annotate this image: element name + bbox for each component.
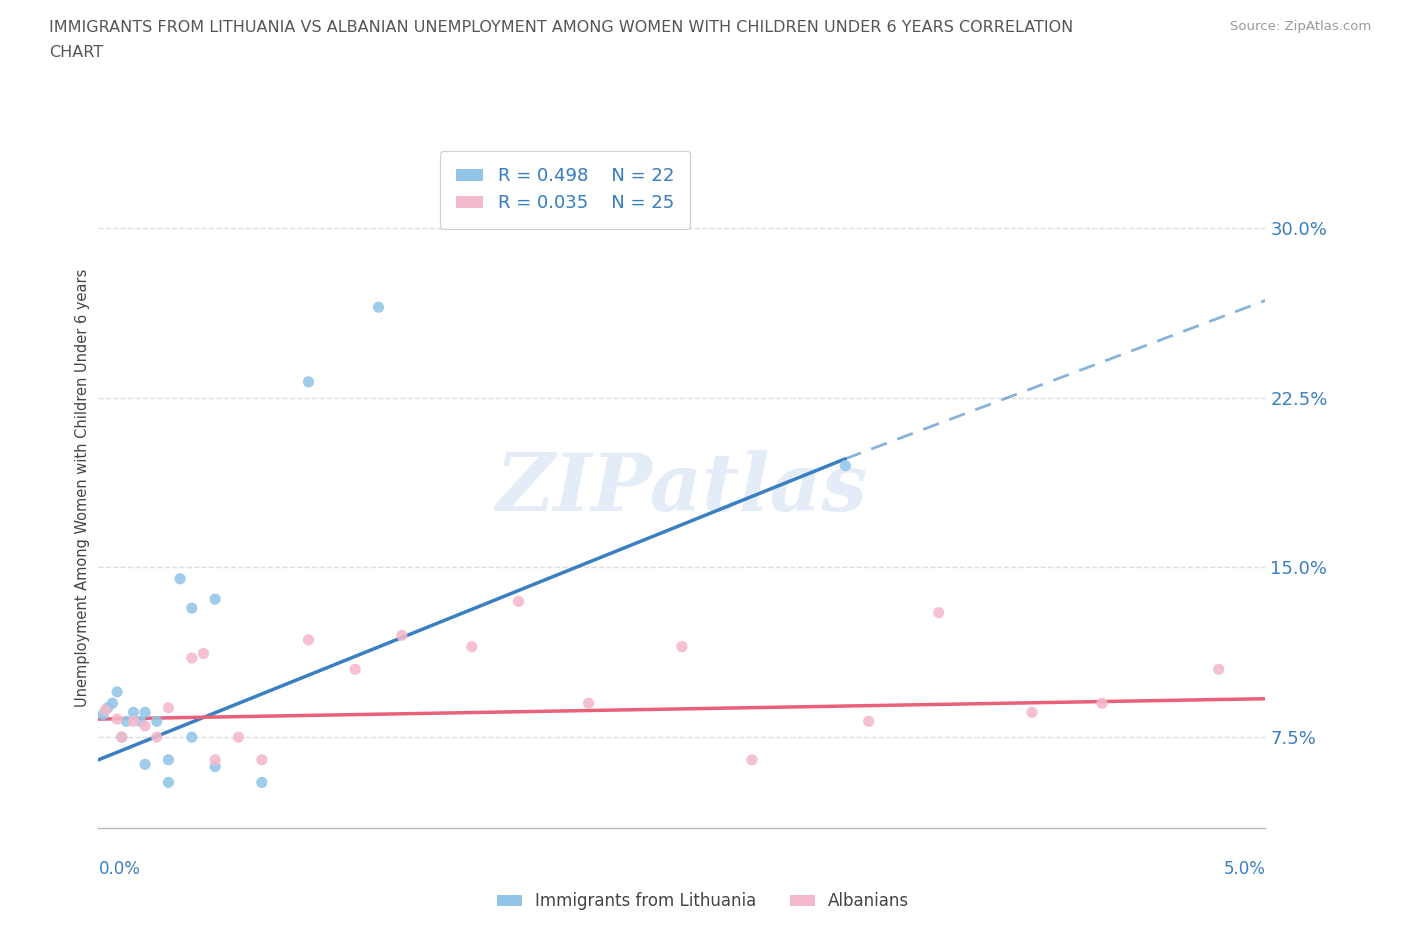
Text: IMMIGRANTS FROM LITHUANIA VS ALBANIAN UNEMPLOYMENT AMONG WOMEN WITH CHILDREN UND: IMMIGRANTS FROM LITHUANIA VS ALBANIAN UN… bbox=[49, 20, 1073, 35]
Legend: R = 0.498    N = 22, R = 0.035    N = 25: R = 0.498 N = 22, R = 0.035 N = 25 bbox=[440, 151, 690, 229]
Point bbox=[344, 662, 367, 677]
Point bbox=[157, 752, 180, 767]
Point bbox=[228, 730, 250, 745]
Point bbox=[204, 759, 226, 774]
Point bbox=[391, 628, 413, 643]
Point bbox=[157, 775, 180, 790]
Text: 5.0%: 5.0% bbox=[1223, 860, 1265, 878]
Point bbox=[97, 700, 120, 715]
Text: 0.0%: 0.0% bbox=[98, 860, 141, 878]
Point bbox=[101, 696, 124, 711]
Point bbox=[134, 757, 156, 772]
Point bbox=[157, 700, 180, 715]
Text: CHART: CHART bbox=[49, 45, 103, 60]
Point bbox=[1091, 696, 1114, 711]
Point bbox=[146, 730, 169, 745]
Point bbox=[193, 646, 215, 661]
Point bbox=[94, 702, 117, 717]
Point bbox=[297, 375, 319, 390]
Point bbox=[858, 714, 880, 729]
Point bbox=[180, 601, 202, 616]
Point bbox=[834, 458, 856, 473]
Point bbox=[105, 711, 128, 726]
Point bbox=[1208, 662, 1230, 677]
Point bbox=[250, 775, 273, 790]
Point bbox=[250, 752, 273, 767]
Point bbox=[180, 730, 202, 745]
Point bbox=[122, 705, 145, 720]
Point bbox=[367, 299, 389, 314]
Point bbox=[129, 714, 152, 729]
Point bbox=[169, 571, 191, 586]
Point bbox=[508, 594, 530, 609]
Point bbox=[134, 719, 156, 734]
Point bbox=[928, 605, 950, 620]
Point bbox=[204, 752, 226, 767]
Text: ZIPatlas: ZIPatlas bbox=[496, 449, 868, 527]
Point bbox=[122, 714, 145, 729]
Point bbox=[111, 730, 134, 745]
Text: Source: ZipAtlas.com: Source: ZipAtlas.com bbox=[1230, 20, 1371, 33]
Point bbox=[91, 707, 114, 722]
Point bbox=[111, 730, 134, 745]
Point bbox=[461, 639, 484, 654]
Point bbox=[134, 705, 156, 720]
Legend: Immigrants from Lithuania, Albanians: Immigrants from Lithuania, Albanians bbox=[491, 885, 915, 917]
Point bbox=[105, 684, 128, 699]
Point bbox=[115, 714, 138, 729]
Point bbox=[671, 639, 693, 654]
Y-axis label: Unemployment Among Women with Children Under 6 years: Unemployment Among Women with Children U… bbox=[75, 269, 90, 708]
Point bbox=[1021, 705, 1043, 720]
Point bbox=[180, 651, 202, 666]
Point bbox=[578, 696, 600, 711]
Point bbox=[204, 591, 226, 606]
Point bbox=[297, 632, 319, 647]
Point bbox=[146, 714, 169, 729]
Point bbox=[741, 752, 763, 767]
